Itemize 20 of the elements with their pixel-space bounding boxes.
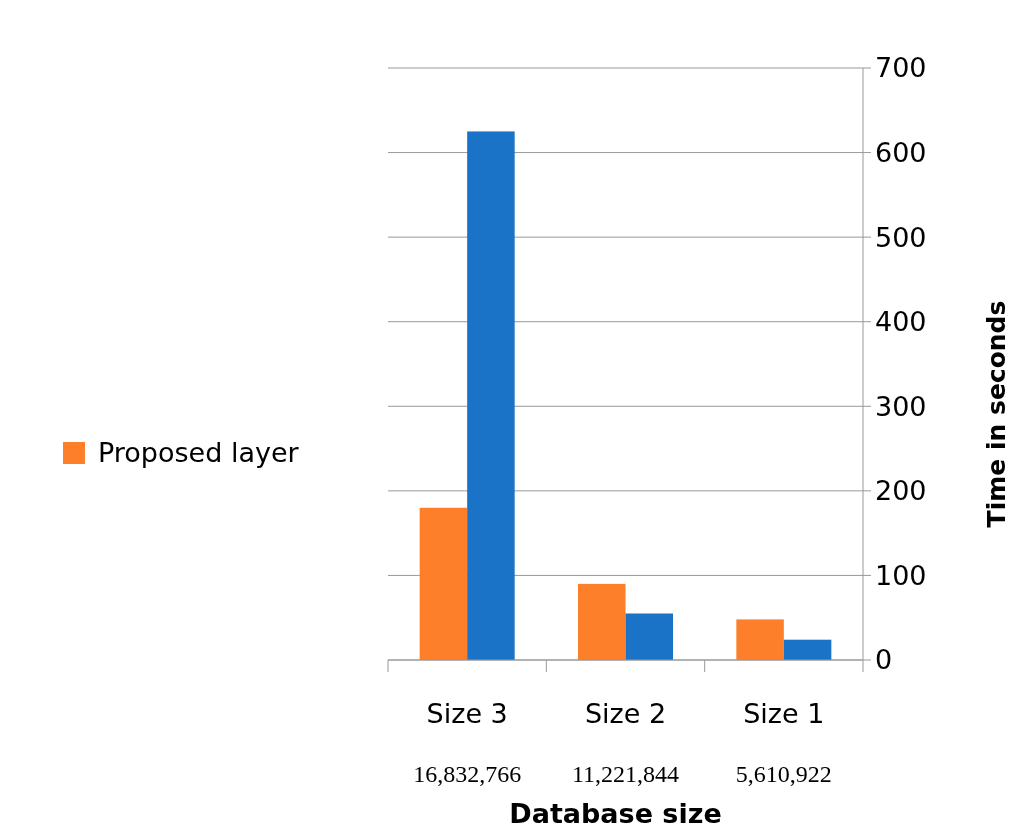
legend-label: Proposed layer: [98, 437, 300, 469]
x-tick-label: Size 1 5,610,922: [735, 698, 832, 787]
y-tick-label: 100: [875, 559, 927, 591]
y-tick-label: 700: [875, 52, 927, 84]
bar: [578, 583, 626, 660]
bar: [419, 507, 468, 660]
bar: [736, 619, 784, 660]
bar: [467, 131, 515, 660]
y-tick-label: 400: [875, 306, 927, 338]
y-tick-label: 0: [875, 644, 893, 676]
y-tick-label: 600: [875, 137, 927, 169]
x-tick-label: Size 3 16,832,766: [413, 698, 522, 787]
y-tick-label: 500: [875, 221, 927, 253]
x-tick-label: Size 2 11,221,844: [571, 698, 680, 787]
y-tick-label: 300: [875, 390, 927, 422]
x-axis-title: Database size: [509, 798, 722, 829]
y-axis-title: Time in seconds: [982, 300, 1011, 528]
bar: [625, 613, 673, 660]
y-tick-label: 200: [875, 475, 927, 507]
bar: [783, 639, 832, 660]
